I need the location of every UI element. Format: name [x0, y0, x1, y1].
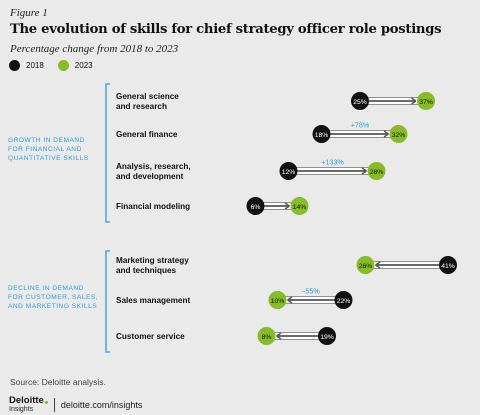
value-label-2023: 14% [293, 204, 307, 211]
value-label-2018: 6% [251, 204, 261, 211]
group-bracket [105, 250, 110, 353]
value-label-2018: 19% [320, 334, 334, 341]
value-label-2023: 10% [271, 298, 285, 305]
footer-url: deloitte.com/insights [60, 400, 143, 410]
dot-2018 [312, 125, 331, 143]
arrow-head [383, 130, 389, 138]
group-label: QUANTITATIVE SKILLS [8, 155, 89, 162]
value-label-2023: 32% [392, 132, 406, 139]
value-label-2023: 37% [419, 99, 433, 106]
source-note: Source: Deloitte analysis. [10, 377, 106, 387]
legend-dot-2018 [9, 60, 20, 71]
dot-2023 [290, 197, 309, 215]
arrow-head [276, 332, 282, 340]
legend-label-2018: 2018 [26, 61, 44, 70]
row-label: Marketing strategy [116, 256, 189, 265]
value-label-2023: 8% [262, 334, 272, 341]
group-label: FOR CUSTOMER, SALES, [8, 294, 98, 301]
value-label-2018: 22% [337, 298, 351, 305]
group-label: DECLINE IN DEMAND [8, 285, 84, 292]
row-label: Customer service [116, 332, 185, 341]
value-label-2018: 25% [353, 99, 367, 106]
dot-2023 [417, 92, 435, 110]
value-label-2023: 26% [359, 263, 373, 270]
value-label-2018: 18% [315, 132, 329, 139]
dot-2023 [367, 162, 386, 180]
legend-item-2023: 2023 [57, 60, 93, 71]
chart-subtitle: Percentage change from 2018 to 2023 [10, 43, 179, 55]
group-label: FOR FINANCIAL AND [8, 146, 82, 153]
group-label: GROWTH IN DEMAND [8, 137, 85, 144]
arrow-head [361, 167, 367, 175]
value-label-2018: 12% [282, 169, 296, 176]
change-label: +78% [351, 121, 370, 130]
logo-sub: Insights [9, 406, 34, 413]
dot-2018 [246, 197, 265, 215]
row-label: and techniques [116, 266, 176, 275]
dot-2018 [334, 291, 353, 309]
legend-item-2018: 2018 [9, 60, 44, 71]
chart-title: The evolution of skills for chief strate… [10, 22, 442, 37]
row-label: General science [116, 92, 179, 101]
change-label: +133% [321, 158, 344, 167]
legend-dot-2023 [57, 60, 69, 71]
row-label: and research [116, 102, 167, 111]
group-bracket [105, 83, 110, 223]
dumbbell-chart: GROWTH IN DEMAND FOR FINANCIAL AND QUANTIT… [8, 83, 457, 353]
row-label: Analysis, research, [116, 162, 191, 171]
logo-brand: Deloitte [9, 395, 44, 406]
figure-label: Figure 1 [10, 7, 48, 19]
dot-2023 [356, 256, 375, 274]
value-label-2023: 28% [370, 169, 384, 176]
legend-label-2023: 2023 [74, 61, 93, 70]
group-label: AND MARKETING SKILLS [8, 303, 97, 310]
change-label: −55% [301, 287, 320, 296]
footer-divider [53, 398, 55, 412]
dot-2023 [257, 327, 276, 345]
arrow-head [287, 296, 293, 304]
row-label: Financial modeling [116, 202, 190, 211]
deloitte-logo: Deloitte Insights [9, 396, 48, 414]
arrow-head [284, 202, 290, 210]
dot-2023 [389, 125, 408, 143]
row-label: Sales management [116, 296, 190, 305]
legend: 2018 2023 [9, 60, 107, 71]
row-label: General finance [116, 130, 178, 139]
dot-2018 [351, 92, 369, 110]
dot-2018 [279, 162, 298, 180]
dot-2023 [268, 291, 287, 309]
dot-2018 [439, 256, 457, 274]
dot-2018 [318, 327, 336, 345]
footer: Deloitte Insights deloitte.com/insights [9, 396, 142, 414]
arrow-head [375, 261, 381, 269]
arrow-head [411, 97, 417, 105]
row-label: and development [116, 172, 184, 181]
value-label-2018: 41% [441, 263, 455, 270]
